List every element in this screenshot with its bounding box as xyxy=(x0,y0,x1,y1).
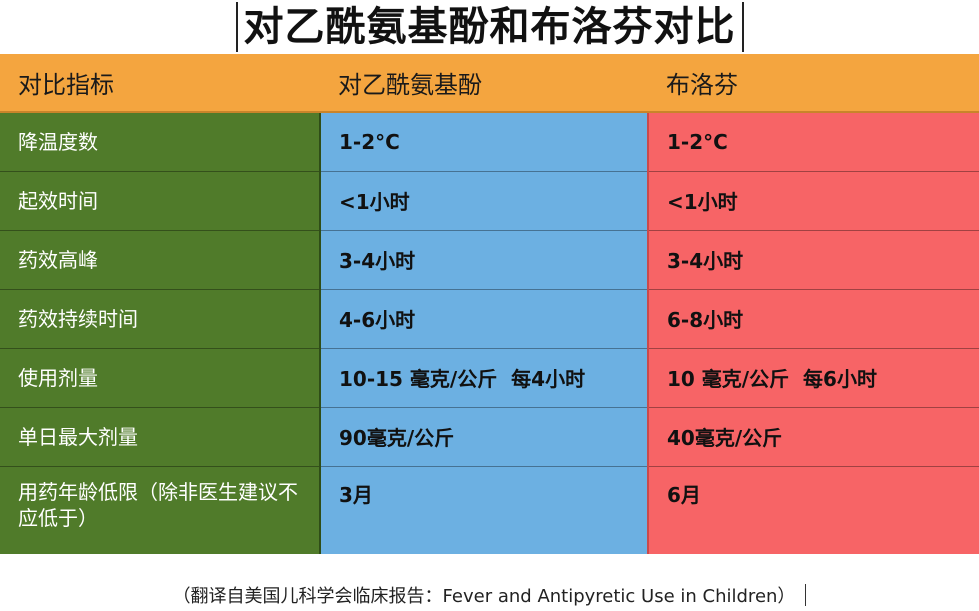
ibuprofen-cell: 6-8小时 xyxy=(647,289,979,349)
metric-cell: 药效持续时间 xyxy=(0,289,321,349)
footnote-text: （翻译自美国儿科学会临床报告：Fever and Antipyretic Use… xyxy=(172,585,796,607)
text-cursor xyxy=(805,583,807,606)
ibuprofen-cell: 1-2°C xyxy=(647,112,979,172)
table-row: 用药年龄低限（除非医生建议不应低于） 3月 6月 xyxy=(0,466,979,554)
ibuprofen-cell: 10 毫克/公斤 每6小时 xyxy=(647,348,979,408)
table-row: 起效时间 <1小时 <1小时 xyxy=(0,171,979,231)
ibuprofen-cell: 6月 xyxy=(647,466,979,554)
table-row: 降温度数 1-2°C 1-2°C xyxy=(0,112,979,172)
table-row: 单日最大剂量 90毫克/公斤 40毫克/公斤 xyxy=(0,407,979,467)
metric-cell: 降温度数 xyxy=(0,112,321,172)
acetaminophen-cell: 1-2°C xyxy=(320,112,648,172)
header-acetaminophen: 对乙酰氨基酚 xyxy=(320,54,648,113)
ibuprofen-cell: 40毫克/公斤 xyxy=(647,407,979,467)
acetaminophen-cell: 10-15 毫克/公斤 每4小时 xyxy=(320,348,648,408)
metric-cell: 药效高峰 xyxy=(0,230,321,290)
acetaminophen-cell: 4-6小时 xyxy=(320,289,648,349)
acetaminophen-cell: 90毫克/公斤 xyxy=(320,407,648,467)
metric-cell: 单日最大剂量 xyxy=(0,407,321,467)
footnote: （翻译自美国儿科学会临床报告：Fever and Antipyretic Use… xyxy=(0,578,979,611)
comparison-table: 对比指标 对乙酰氨基酚 布洛芬 降温度数 1-2°C 1-2°C 起效时间 <1… xyxy=(0,54,979,554)
page-title: 对乙酰氨基酚和布洛芬对比 xyxy=(235,2,744,52)
table-row: 药效持续时间 4-6小时 6-8小时 xyxy=(0,289,979,349)
header-ibuprofen: 布洛芬 xyxy=(648,54,979,113)
table-header-row: 对比指标 对乙酰氨基酚 布洛芬 xyxy=(0,54,979,113)
metric-cell: 使用剂量 xyxy=(0,348,321,408)
ibuprofen-cell: <1小时 xyxy=(647,171,979,231)
acetaminophen-cell: <1小时 xyxy=(320,171,648,231)
metric-cell: 起效时间 xyxy=(0,171,321,231)
table-row: 药效高峰 3-4小时 3-4小时 xyxy=(0,230,979,290)
metric-cell: 用药年龄低限（除非医生建议不应低于） xyxy=(0,466,321,554)
title-container: 对乙酰氨基酚和布洛芬对比 xyxy=(0,0,979,54)
acetaminophen-cell: 3月 xyxy=(320,466,648,554)
ibuprofen-cell: 3-4小时 xyxy=(647,230,979,290)
table-row: 使用剂量 10-15 毫克/公斤 每4小时 10 毫克/公斤 每6小时 xyxy=(0,348,979,408)
acetaminophen-cell: 3-4小时 xyxy=(320,230,648,290)
header-metric: 对比指标 xyxy=(0,54,320,113)
